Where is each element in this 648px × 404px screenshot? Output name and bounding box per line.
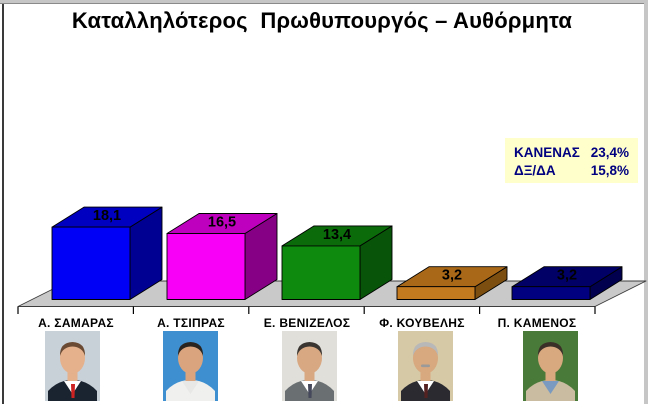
- portrait-samaras: [45, 331, 100, 401]
- dxda-value: 15,8%: [590, 162, 629, 178]
- bar-front-2: [281, 245, 361, 300]
- category-label-venizelos: Ε. ΒΕΝΙΖΕΛΟΣ: [263, 316, 351, 330]
- dxda-label: ΔΞ/ΔΑ: [514, 162, 556, 178]
- portrait-kamenos: [523, 331, 578, 401]
- bar-front-1: [166, 233, 246, 300]
- bar-value-label-4: 3,2: [557, 268, 577, 284]
- kanenas-value: 23,4%: [590, 144, 629, 160]
- window-right-strip: [644, 0, 648, 404]
- bar-value-label-3: 3,2: [442, 268, 462, 284]
- bar-value-label-2: 13,4: [323, 227, 351, 243]
- category-label-tsipras: Α. ΤΣΙΠΡΑΣ: [157, 316, 225, 330]
- slide-left-border: [2, 4, 4, 404]
- bar-value-label-1: 16,5: [208, 215, 236, 231]
- bar-value-label-0: 18,1: [93, 208, 121, 224]
- category-label-kamenos: Π. ΚΑΜΕΝΟΣ: [497, 316, 577, 330]
- kanenas-label: ΚΑΝΕΝΑΣ: [514, 144, 580, 160]
- portrait-kouvelis: [398, 331, 453, 401]
- window-top-strip: [0, 0, 648, 3]
- portrait-venizelos: [282, 331, 337, 401]
- no-answer-box: ΚΑΝΕΝΑΣ 23,4% ΔΞ/ΔΑ 15,8%: [505, 138, 638, 183]
- no-answer-row-kanenas: ΚΑΝΕΝΑΣ 23,4%: [514, 144, 629, 161]
- chart-title: Καταλληλότερος Πρωθυπουργός – Αυθόρμητα: [71, 8, 573, 33]
- bar-front-3: [396, 286, 476, 300]
- category-label-kouvelis: Φ. ΚΟΥΒΕΛΗΣ: [379, 316, 465, 330]
- bar-front-0: [51, 226, 131, 300]
- category-label-samaras: Α. ΣΑΜΑΡΑΣ: [38, 316, 114, 330]
- portrait-tsipras: [163, 331, 218, 401]
- no-answer-row-dxda: ΔΞ/ΔΑ 15,8%: [514, 162, 629, 179]
- window-top-border: [0, 3, 648, 4]
- bar-front-4: [511, 286, 591, 300]
